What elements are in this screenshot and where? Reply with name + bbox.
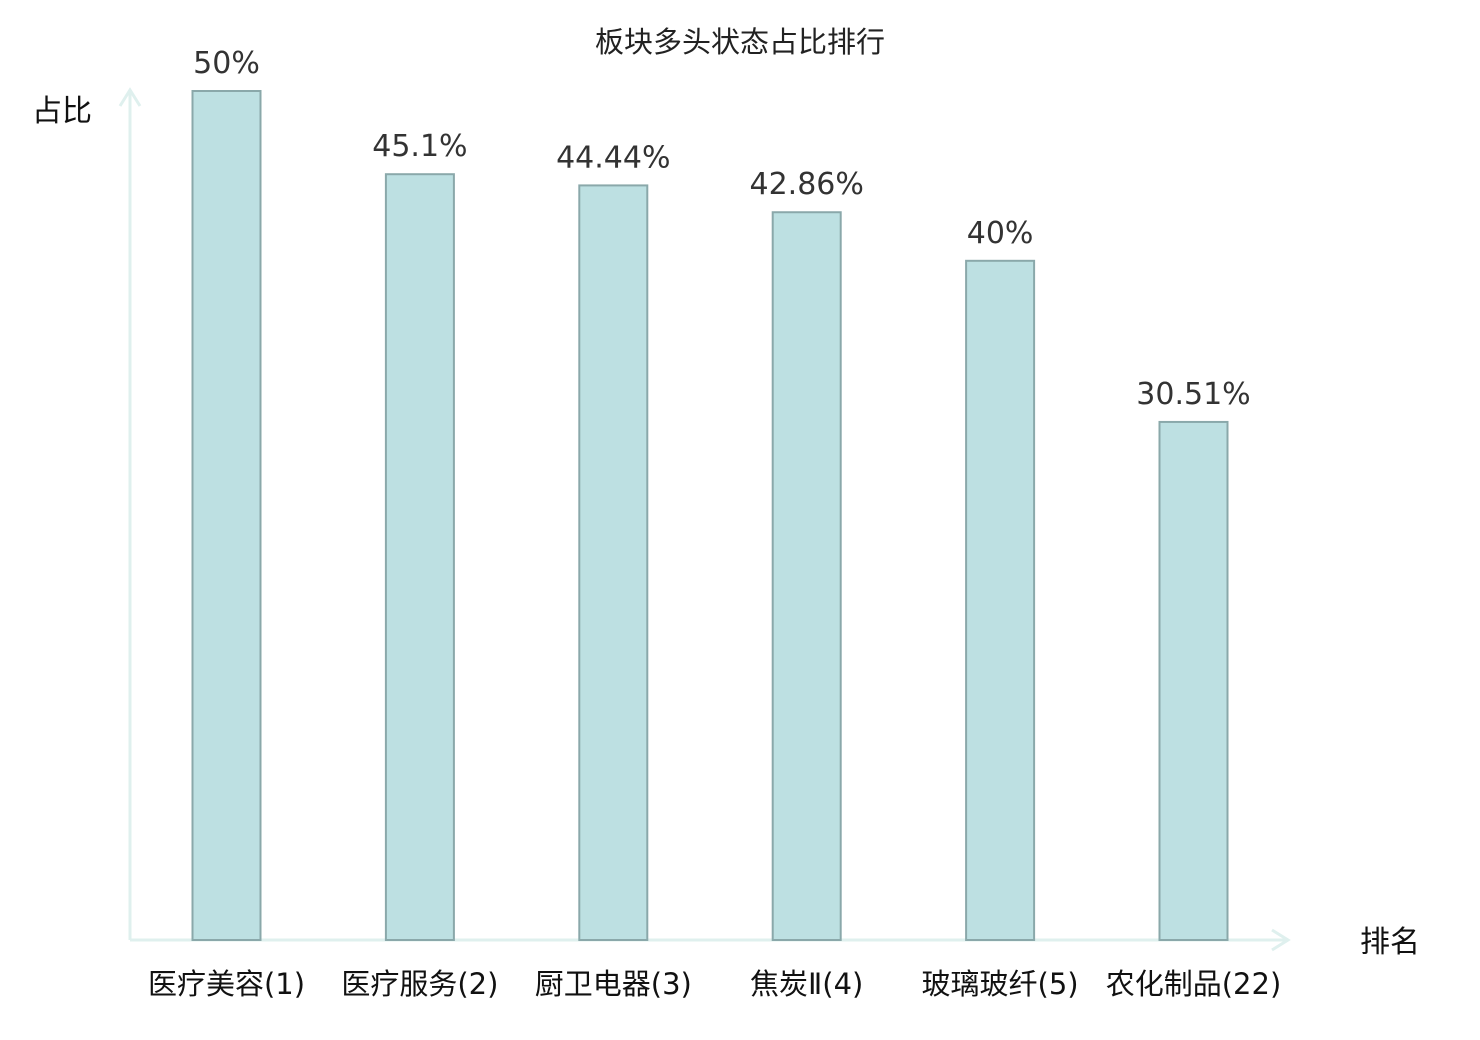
y-axis	[118, 87, 142, 940]
bars-group	[191, 90, 1229, 942]
category-label: 焦炭Ⅱ(4)	[750, 967, 863, 1001]
value-label: 44.44%	[556, 140, 670, 175]
bar	[1158, 420, 1229, 941]
category-label: 医疗服务(2)	[341, 967, 498, 1001]
x-axis-label: 排名	[1360, 925, 1420, 960]
bar	[191, 90, 262, 941]
category-label: 医疗美容(1)	[148, 967, 305, 1001]
value-label: 30.51%	[1136, 377, 1250, 412]
value-labels-group: 50% 45.1% 44.44% 42.86% 40% 30.51%	[193, 46, 1251, 412]
chart-title: 板块多头状态占比排行	[595, 25, 885, 59]
category-labels-group: 医疗美容(1) 医疗服务(2) 厨卫电器(3) 焦炭Ⅱ(4) 玻璃玻纤(5) 农化制品(2…	[148, 967, 1281, 1001]
value-label: 45.1%	[372, 129, 467, 164]
bar	[578, 184, 649, 941]
x-axis-arrow	[1271, 928, 1291, 952]
category-label: 玻璃玻纤(5)	[922, 967, 1079, 1001]
bar	[384, 173, 455, 941]
value-label: 50%	[193, 46, 260, 81]
y-axis-arrow	[118, 87, 142, 107]
bar	[965, 259, 1036, 941]
y-axis-label: 占比	[32, 94, 92, 129]
x-axis	[130, 928, 1291, 952]
bar	[771, 211, 842, 942]
value-label: 42.86%	[750, 167, 864, 202]
category-label: 厨卫电器(3)	[535, 967, 692, 1001]
value-label: 40%	[967, 216, 1034, 251]
category-label: 农化制品(22)	[1106, 967, 1282, 1001]
